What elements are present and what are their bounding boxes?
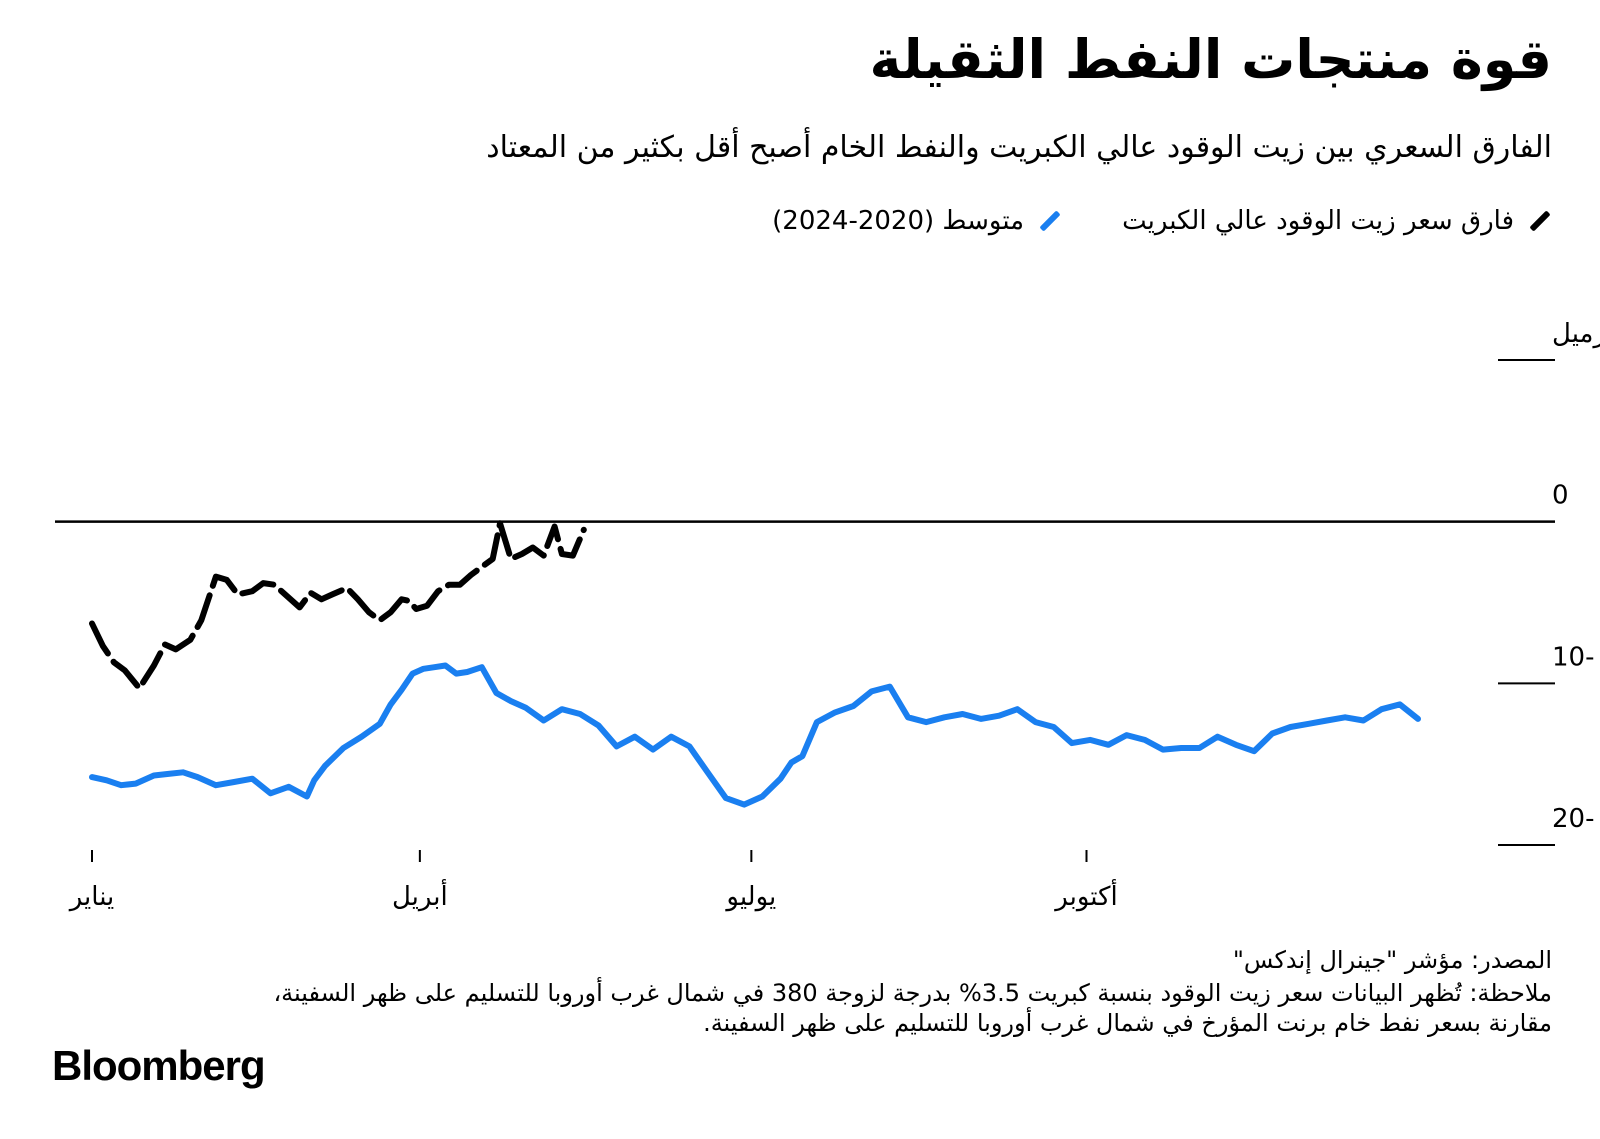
chart-title: قوة منتجات النفط الثقيلة bbox=[869, 28, 1552, 91]
y-tick-label: 10 دولارات لكل برميل bbox=[1552, 319, 1600, 349]
legend-item-hsfo-spread: فارق سعر زيت الوقود عالي الكبريت bbox=[1122, 206, 1552, 236]
series-line-average bbox=[89, 662, 1421, 808]
chart-subtitle: الفارق السعري بين زيت الوقود عالي الكبري… bbox=[486, 130, 1552, 165]
footer-notes: المصدر: مؤشر "جينرال إندكس" ملاحظة: تُظه… bbox=[252, 945, 1552, 1041]
legend: فارق سعر زيت الوقود عالي الكبريت متوسط (… bbox=[772, 206, 1552, 236]
x-tick-label: أبريل bbox=[392, 878, 448, 912]
series-line-hsfo-spread bbox=[89, 520, 587, 692]
x-tick-label: يوليو bbox=[724, 882, 776, 912]
x-tick-label: يناير bbox=[68, 882, 115, 912]
methodology-note: ملاحظة: تُظهر البيانات سعر زيت الوقود بن… bbox=[273, 978, 1552, 1038]
y-tick-label: -20 bbox=[1552, 804, 1594, 834]
y-tick-label: 0 bbox=[1552, 481, 1569, 511]
y-tick-label: -10 bbox=[1552, 642, 1594, 672]
legend-item-average: متوسط (2020-2024) bbox=[772, 206, 1062, 236]
legend-label: متوسط (2020-2024) bbox=[772, 206, 1025, 236]
x-tick-label: أكتوبر bbox=[1053, 878, 1117, 912]
legend-label: فارق سعر زيت الوقود عالي الكبريت bbox=[1122, 206, 1514, 236]
bloomberg-logo: Bloomberg bbox=[52, 1042, 266, 1089]
source-note: المصدر: مؤشر "جينرال إندكس" bbox=[1232, 946, 1552, 974]
